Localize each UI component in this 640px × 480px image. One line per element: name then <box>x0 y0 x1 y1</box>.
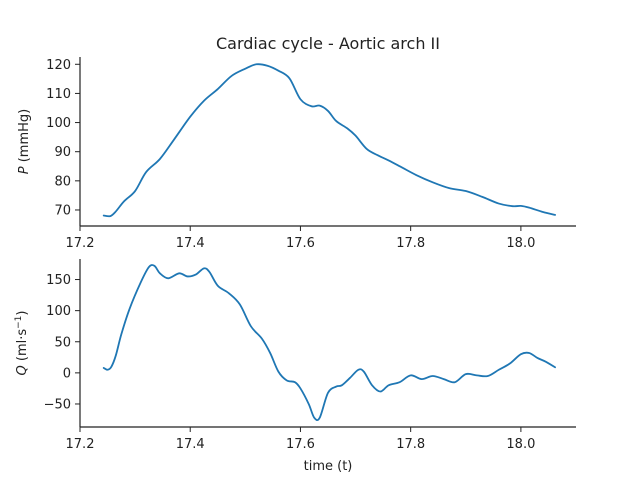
y-tick-label: 0 <box>63 366 71 381</box>
pressure-panel: 17.2 17.4 17.6 17.8 18.0 70 80 90 100 110 120 P (mm… <box>17 57 576 251</box>
x-tick-label: 17.6 <box>286 437 315 452</box>
x-tick-label: 18.0 <box>506 437 535 452</box>
x-axis-label: time (t) <box>304 459 353 474</box>
series-line <box>102 264 556 421</box>
x-tick-label: 17.4 <box>176 236 205 251</box>
y-tick-label: 100 <box>46 116 71 131</box>
series-line <box>102 63 556 218</box>
x-tick-label: 17.8 <box>396 236 425 251</box>
chart-title: Cardiac cycle - Aortic arch II <box>216 34 440 53</box>
x-tick-label: 17.2 <box>66 437 95 452</box>
x-tick-label: 17.6 <box>286 236 315 251</box>
y-tick-label: 80 <box>54 174 71 189</box>
y-tick-label: 50 <box>54 335 71 350</box>
y-tick-label: 150 <box>46 273 71 288</box>
y-tick-label: 110 <box>46 87 71 102</box>
x-tick-label: 17.2 <box>66 236 95 251</box>
y-tick-label: −50 <box>44 397 71 412</box>
y-tick-label: 120 <box>46 58 71 73</box>
y-tick-label: 90 <box>54 145 71 160</box>
x-tick-label: 17.4 <box>176 437 205 452</box>
y-tick-label: 100 <box>46 304 71 319</box>
x-tick-label: 18.0 <box>506 236 535 251</box>
y-axis-label: Q (ml·s−1) <box>14 311 30 376</box>
flow-panel: 17.2 17.4 17.6 17.8 18.0 −50 0 50 100 150 Q (ml·s−… <box>14 259 576 452</box>
y-axis-label: P (mmHg) <box>17 109 32 174</box>
x-tick-label: 17.8 <box>396 437 425 452</box>
y-tick-label: 70 <box>54 203 71 218</box>
